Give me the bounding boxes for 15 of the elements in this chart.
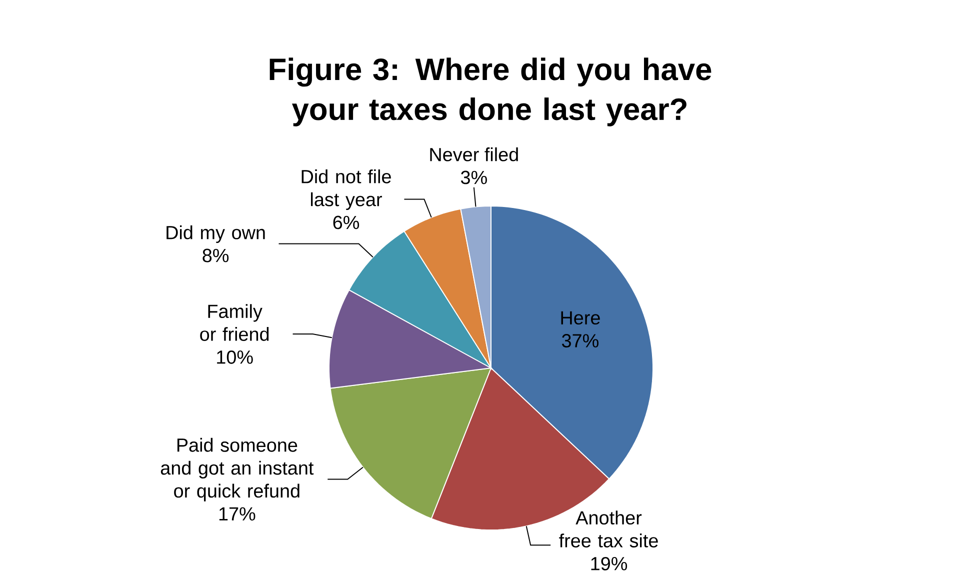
- slice-label: Another free tax site: [559, 510, 658, 548]
- slice-label: Family or friend: [200, 304, 269, 341]
- data-label: 3%: [460, 170, 487, 184]
- data-label: 19%: [591, 556, 628, 570]
- data-label: 17%: [219, 507, 256, 520]
- data-label: 37%: [562, 334, 598, 348]
- slice-label: Paid someone and got an instant or quick refund: [160, 438, 314, 502]
- slice-label: Did not file last year: [302, 169, 391, 210]
- data-label: 8%: [202, 248, 229, 262]
- data-label: 6%: [333, 216, 360, 230]
- chart-title: Figure 3: Where did you have your taxes done last year?: [270, 58, 712, 126]
- slice-label: Did my own: [166, 225, 265, 244]
- slice-label: Here: [561, 311, 600, 325]
- slice-label: Never filed: [430, 147, 518, 162]
- data-label: 10%: [217, 350, 253, 364]
